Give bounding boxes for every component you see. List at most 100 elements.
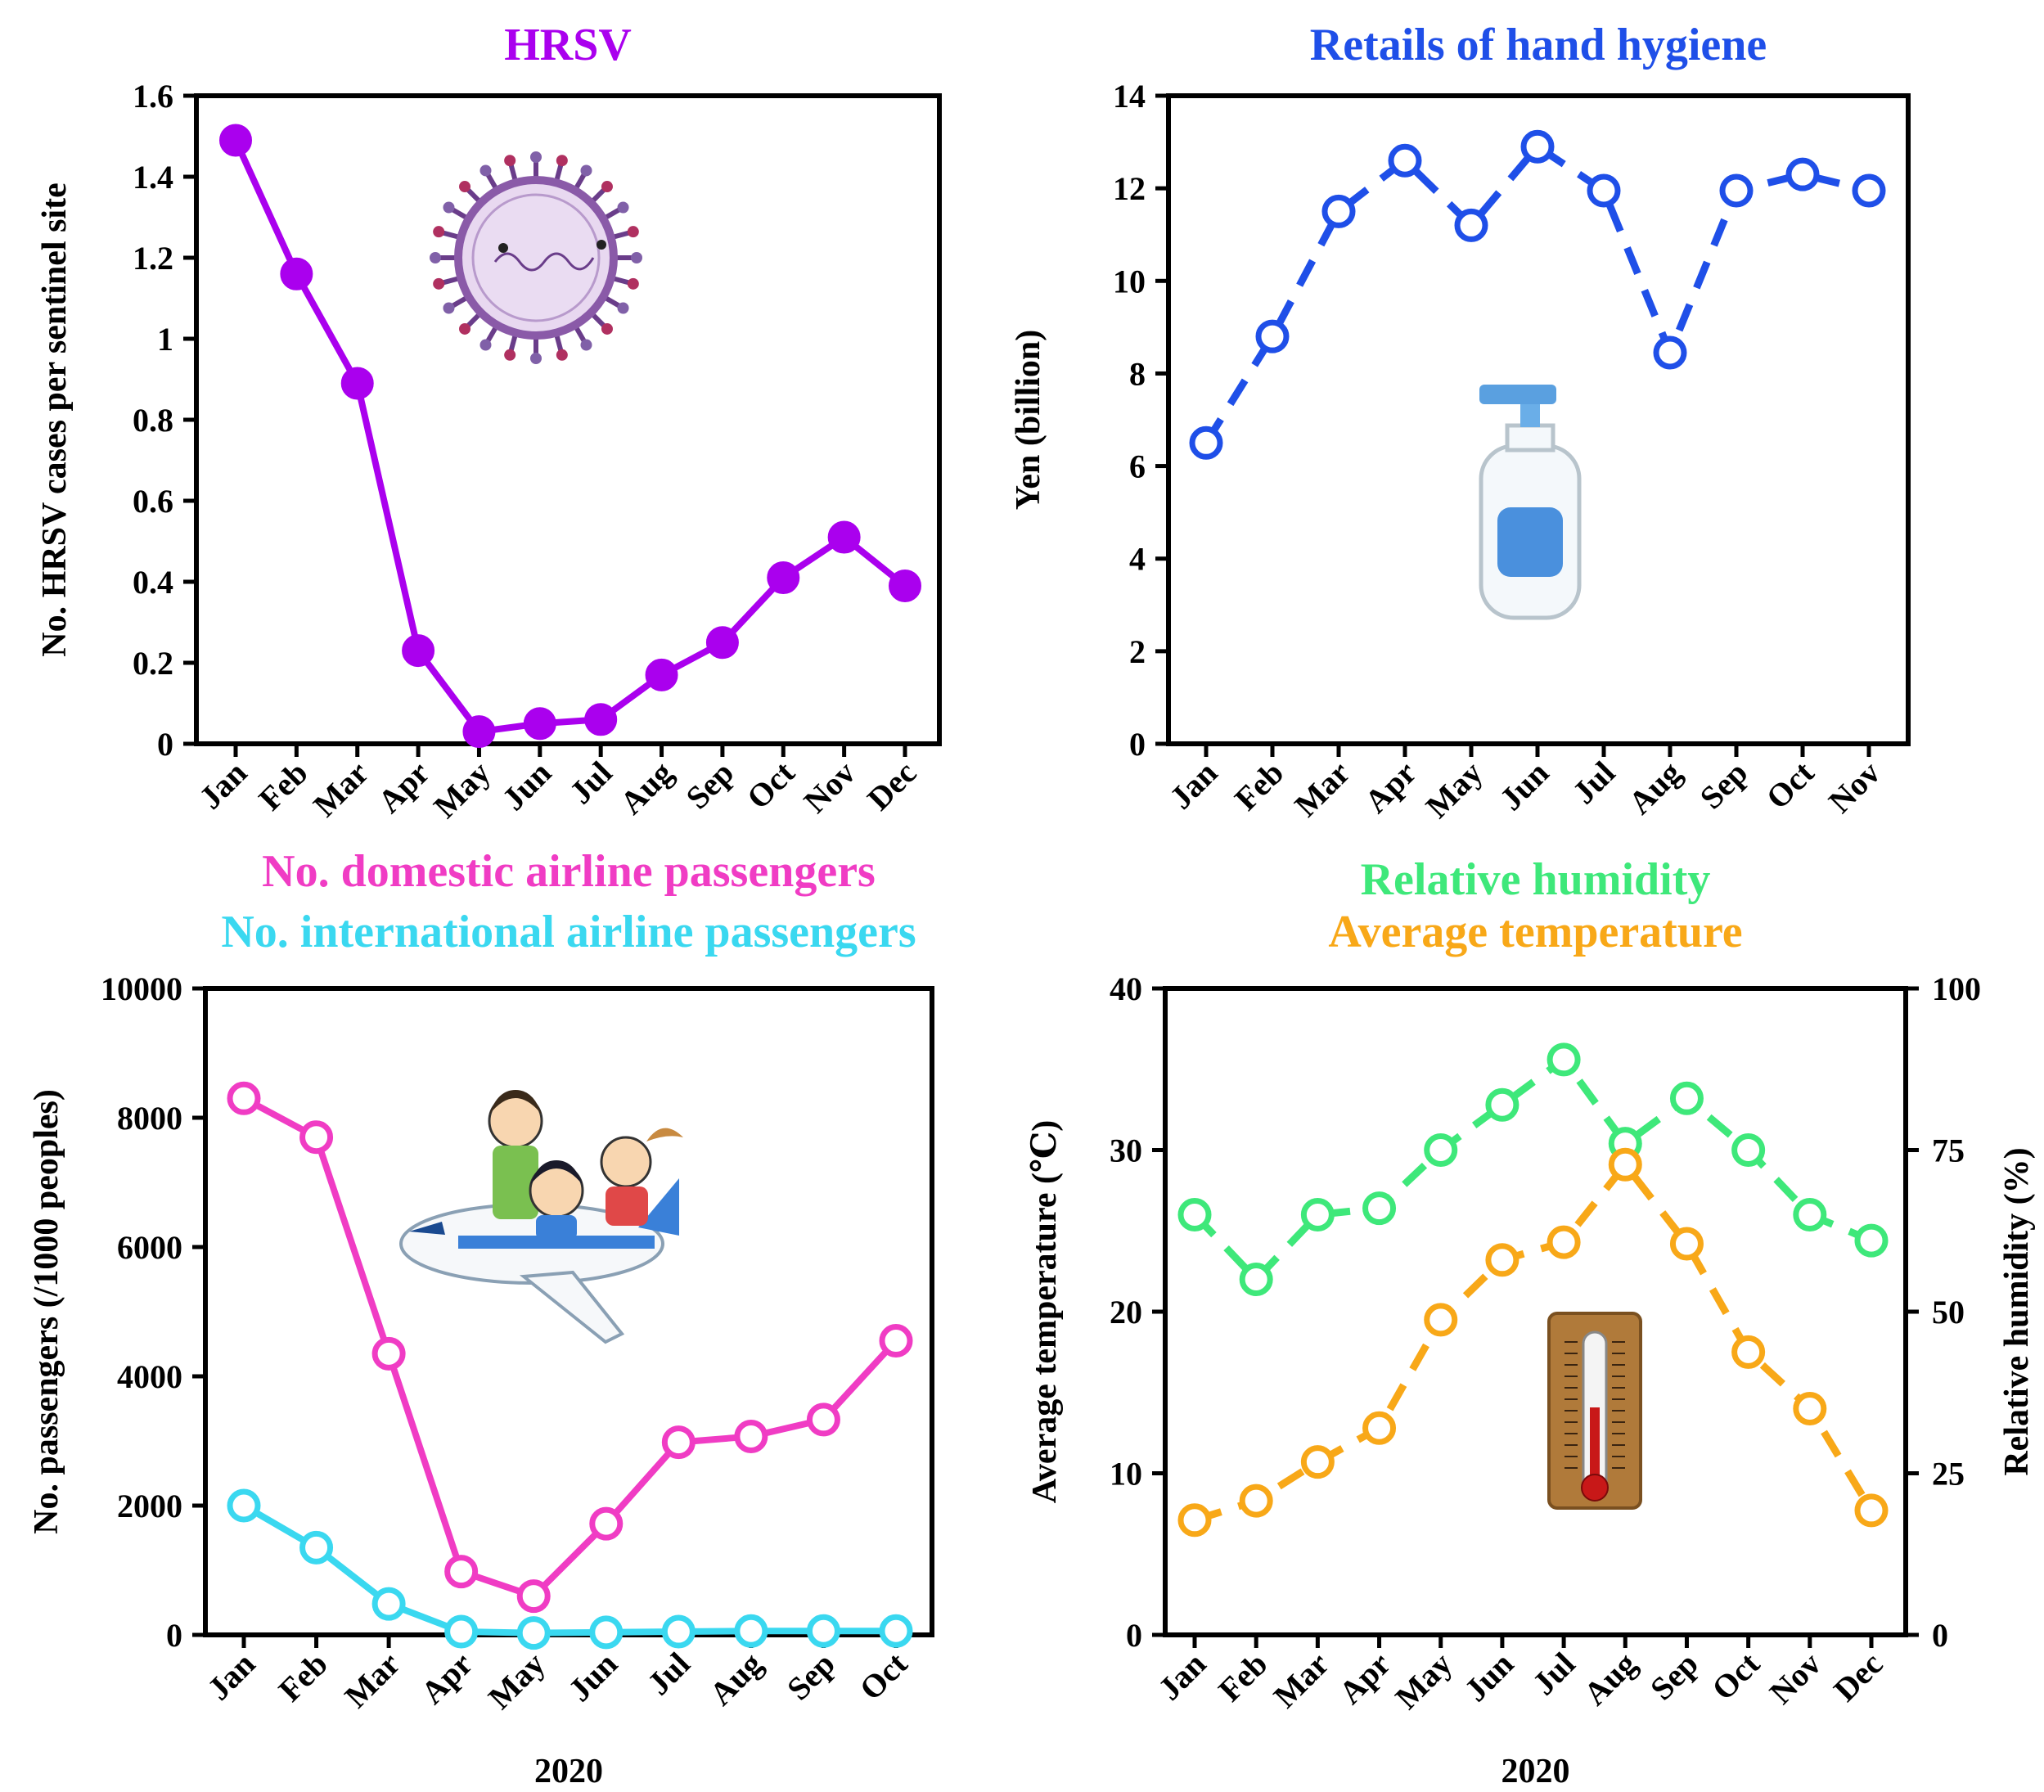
y-tick-label: 6 bbox=[1129, 448, 1146, 485]
x-tick-label: Apr bbox=[1331, 1646, 1398, 1712]
data-point bbox=[1547, 1042, 1581, 1077]
virus-eye bbox=[498, 243, 508, 253]
data-point bbox=[806, 1614, 840, 1648]
y-tick-label: 0 bbox=[157, 726, 173, 763]
x-tick-label: Jan bbox=[200, 1646, 263, 1708]
data-point bbox=[1608, 1147, 1642, 1182]
x-tick-label: Aug bbox=[702, 1646, 769, 1713]
data-point bbox=[340, 367, 374, 400]
x-tick-label: Apr bbox=[1357, 754, 1424, 821]
virus-spike-tip bbox=[617, 302, 629, 314]
data-point bbox=[1177, 1503, 1212, 1538]
data-point bbox=[1793, 1198, 1827, 1231]
y-tick-label: 1.4 bbox=[133, 159, 173, 196]
data-point bbox=[1362, 1411, 1397, 1445]
virus-spike-tip bbox=[580, 164, 592, 177]
x-tick-label: Sep bbox=[1643, 1646, 1705, 1708]
y-right-tick-label: 25 bbox=[1932, 1456, 1965, 1493]
virus-spike-tip bbox=[580, 339, 592, 351]
x-tick-label: Aug bbox=[613, 754, 680, 822]
x-tick-label: Mar bbox=[1287, 754, 1357, 824]
virus-spike-tip bbox=[504, 349, 516, 361]
x-tick-label: Sep bbox=[678, 754, 741, 817]
child-hair bbox=[530, 1160, 583, 1185]
x-tick-label: Jul bbox=[1565, 754, 1623, 812]
virus-spike-tip bbox=[601, 181, 613, 193]
data-point bbox=[1300, 1198, 1335, 1231]
y-tick-label: 14 bbox=[1113, 78, 1146, 115]
x-tick-label: Jul bbox=[562, 754, 619, 812]
virus-spike-tip bbox=[631, 252, 642, 263]
x-tick-label: Jun bbox=[1492, 754, 1556, 817]
y-right-axis-label: Relative humidity (%) bbox=[1998, 1147, 2036, 1475]
y-tick-label: 0.4 bbox=[133, 564, 173, 601]
x-tick-label: Feb bbox=[1211, 1646, 1274, 1709]
y-tick-label: 0.6 bbox=[133, 483, 173, 520]
x-tick-label: Oct bbox=[853, 1645, 915, 1707]
data-point bbox=[806, 1403, 840, 1437]
chart-title: HRSV bbox=[504, 20, 632, 70]
plot-frame bbox=[1163, 986, 1908, 1637]
x-tick-label: Apr bbox=[371, 754, 437, 821]
data-point bbox=[879, 1614, 913, 1648]
airline-passengers-panel: No. domestic airline passengers No. inter… bbox=[28, 846, 934, 1790]
y-tick-label: 2000 bbox=[117, 1488, 182, 1524]
x-tick-label: Jul bbox=[640, 1646, 697, 1703]
y-tick-label: 1.2 bbox=[133, 240, 173, 277]
x-tick-label: Sep bbox=[1693, 754, 1755, 817]
x-tick-label: Oct bbox=[1704, 1645, 1767, 1707]
x-tick-label: Mar bbox=[1267, 1646, 1336, 1715]
data-point bbox=[280, 257, 313, 290]
data-point bbox=[299, 1120, 334, 1155]
virus-core bbox=[471, 193, 601, 322]
virus-spike-tip bbox=[443, 302, 455, 314]
data-point bbox=[661, 1614, 696, 1649]
data-point bbox=[1424, 1303, 1458, 1337]
x-tick-label: Nov bbox=[796, 754, 862, 821]
data-point bbox=[1854, 1223, 1889, 1258]
data-point bbox=[1520, 129, 1555, 164]
y-tick-label: 2 bbox=[1129, 633, 1146, 670]
chart-title-line: Average temperature bbox=[1328, 907, 1742, 957]
y-tick-label: 0 bbox=[166, 1617, 182, 1654]
x-tick-label: Sep bbox=[780, 1646, 842, 1708]
x-tick-label: Mar bbox=[337, 1646, 407, 1715]
x-tick-label: Jan bbox=[1163, 754, 1225, 817]
data-point bbox=[889, 569, 921, 602]
virus-spike-tip bbox=[556, 349, 568, 361]
x-tick-label: Nov bbox=[1821, 754, 1888, 821]
x-axis-label: 2020 bbox=[534, 1753, 603, 1790]
data-point bbox=[705, 626, 739, 660]
data-point bbox=[734, 1614, 768, 1648]
series-line bbox=[241, 1502, 896, 1637]
data-point bbox=[462, 715, 496, 749]
y-tick-label: 0 bbox=[1129, 726, 1146, 763]
data-point bbox=[444, 1614, 479, 1649]
data-point bbox=[589, 1615, 624, 1650]
data-point bbox=[371, 1336, 406, 1371]
x-tick-label: Feb bbox=[272, 1646, 335, 1709]
hrsv-panel: HRSV 0 0.2 0.4 0.6 0.8 1 1.2 1.4 1.6 JanFebMarAprM… bbox=[36, 20, 942, 825]
data-point bbox=[589, 1506, 624, 1541]
x-tick-label: Jan bbox=[1151, 1646, 1213, 1708]
y-axis-label: No. passengers (/1000 peoples) bbox=[28, 1089, 65, 1534]
data-point bbox=[1547, 1225, 1581, 1259]
data-point bbox=[1362, 1191, 1397, 1226]
data-point bbox=[1189, 425, 1223, 460]
x-tick-label: Aug bbox=[1577, 1646, 1644, 1713]
y-tick-label: 0 bbox=[1126, 1617, 1142, 1654]
data-point bbox=[1485, 1243, 1519, 1277]
y-tick-label: 0.2 bbox=[133, 645, 173, 682]
y-tick-label: 1 bbox=[157, 321, 173, 358]
woman-head bbox=[600, 1136, 652, 1188]
data-point bbox=[444, 1555, 479, 1589]
plane-wing bbox=[519, 1270, 625, 1344]
chart-title-line: No. international airline passengers bbox=[221, 907, 916, 957]
virus-spike-tip bbox=[627, 226, 639, 238]
x-tick-label: Dec bbox=[1826, 1646, 1889, 1709]
soap-bottle-icon bbox=[1479, 385, 1582, 620]
data-point bbox=[734, 1419, 768, 1453]
x-tick-label: Apr bbox=[413, 1646, 479, 1712]
data-point bbox=[1424, 1133, 1458, 1167]
